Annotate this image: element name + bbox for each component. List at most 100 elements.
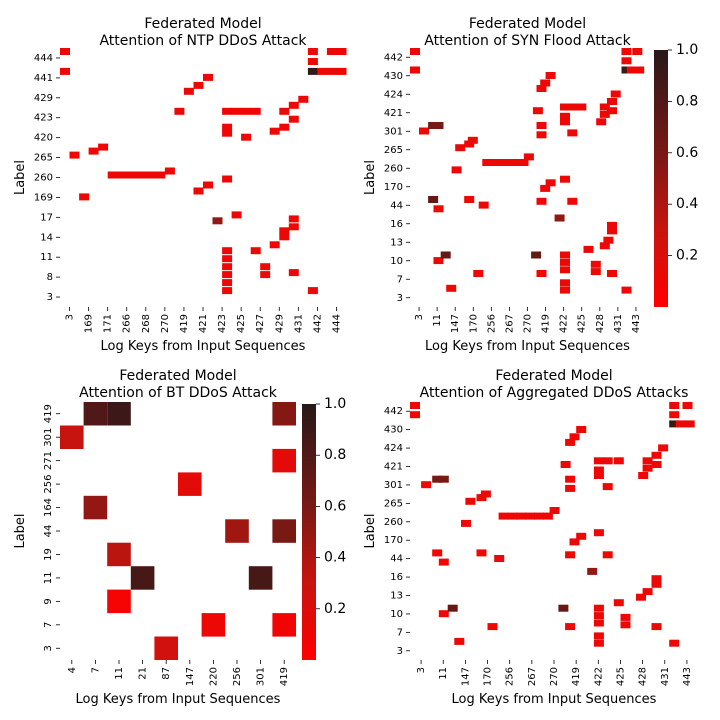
y-tick-label: 423 (34, 113, 53, 124)
y-tick-label: 3 (43, 645, 54, 651)
heatmap-cell (222, 175, 233, 183)
heatmap-cell (545, 179, 556, 187)
heatmap-cell (222, 107, 233, 115)
x-tick-label: 270 (549, 667, 560, 686)
heatmap-cell (560, 266, 570, 274)
heatmap-cell (634, 66, 645, 74)
heatmap-cell (554, 214, 565, 222)
heatmap-cell (410, 402, 420, 409)
heatmap-cell (410, 48, 420, 55)
heatmap-cell (621, 286, 632, 294)
x-tick-label: 256 (232, 667, 243, 686)
heatmap-cell (317, 67, 328, 75)
heatmap-cell (279, 123, 290, 131)
heatmap-cell (487, 623, 498, 631)
heatmap-cell (621, 66, 632, 74)
y-tick-label: 3 (397, 293, 403, 304)
heatmap-cell (610, 90, 621, 98)
heatmap-cell (222, 255, 233, 263)
heatmap-cell (607, 270, 617, 277)
heatmap-cell (231, 211, 242, 219)
heatmap-cell (507, 512, 518, 520)
y-tick-label: 301 (384, 126, 403, 137)
heatmap-cell (478, 201, 489, 209)
heatmap-cell (489, 159, 500, 166)
y-tick-label: 444 (34, 53, 53, 64)
y-tick-label: 170 (384, 535, 403, 546)
heatmap-cell (107, 171, 118, 179)
y-tick-label: 13 (390, 237, 403, 248)
heatmap-cell (83, 495, 108, 520)
y-tick-label: 14 (40, 232, 53, 243)
heatmap-cell (117, 171, 128, 179)
heatmap-cell (222, 123, 233, 131)
heatmap-cell (560, 286, 570, 294)
x-tick-label: 444 (332, 314, 343, 333)
x-tick-label: 7 (90, 667, 101, 673)
colorbar-tick-label: 0.6 (324, 498, 346, 514)
y-tick-label: 16 (390, 219, 403, 230)
x-tick-label: 423 (217, 314, 228, 333)
heatmap-cell (438, 610, 449, 618)
x-tick-label: 429 (274, 314, 285, 333)
heatmap-cell (560, 251, 570, 259)
heatmap-cell (613, 457, 624, 465)
heatmap-cell (636, 593, 646, 601)
heatmap-cell (307, 58, 318, 65)
colorbar-tick-label: 0.8 (676, 93, 698, 109)
x-axis-label: Log Keys from Input Sequences (425, 339, 630, 354)
heatmap-cell (272, 519, 296, 543)
heatmap-cell (446, 284, 457, 292)
heatmap-cell (607, 227, 617, 235)
heatmap-cell (593, 604, 604, 612)
y-tick-label: 256 (43, 475, 54, 494)
heatmap-cell (494, 555, 505, 562)
y-tick-label: 260 (384, 517, 403, 528)
heatmap-cell (590, 260, 601, 268)
x-axis-label: Log Keys from Input Sequences (76, 692, 281, 707)
heatmap-cell (560, 461, 571, 468)
heatmap-cell (107, 589, 131, 614)
heatmap-cell (336, 48, 347, 55)
heatmap-cell (465, 497, 476, 505)
heatmap-cell (231, 107, 242, 115)
heatmap-cell (675, 420, 686, 428)
heatmap-cell (201, 613, 226, 637)
heatmap-cell (130, 566, 155, 590)
heatmap-cell (464, 140, 475, 148)
heatmap-cell (626, 66, 637, 74)
heatmap-cell (532, 107, 543, 115)
heatmap-cell (183, 87, 194, 95)
y-tick-label: 421 (384, 108, 403, 119)
chart-title-line1: Federated Model (495, 368, 612, 384)
y-tick-label: 10 (390, 256, 403, 267)
heatmap-cell (534, 512, 545, 520)
y-axis-label: Label (363, 160, 378, 195)
heatmap-cell (136, 171, 147, 179)
heatmap-cell (212, 217, 223, 225)
heatmap-cell (682, 402, 693, 409)
heatmap-cell (288, 115, 299, 123)
heatmap-cell (560, 103, 570, 111)
x-tick-label: 267 (527, 667, 538, 686)
heatmap-cell (536, 122, 547, 129)
y-tick-label: 424 (384, 89, 403, 100)
colorbar-tick-label: 0.2 (676, 248, 698, 264)
heatmap-cell (432, 475, 443, 483)
heatmap-cell (250, 107, 261, 115)
heatmap-cell (621, 48, 632, 55)
heatmap-cell (593, 457, 604, 465)
y-tick-label: 429 (34, 93, 53, 104)
heatmap-cell (164, 167, 175, 175)
heatmap-cell (523, 153, 534, 161)
heatmap-cell (565, 623, 576, 631)
heatmap-cell (669, 402, 680, 409)
x-tick-label: 422 (559, 314, 570, 333)
x-tick-label: 419 (179, 314, 190, 333)
heatmap-cell (669, 420, 680, 428)
x-tick-label: 270 (523, 314, 534, 333)
heatmap-cell (428, 196, 439, 203)
heatmap-cell (603, 236, 614, 244)
heatmap-cell (476, 549, 487, 557)
